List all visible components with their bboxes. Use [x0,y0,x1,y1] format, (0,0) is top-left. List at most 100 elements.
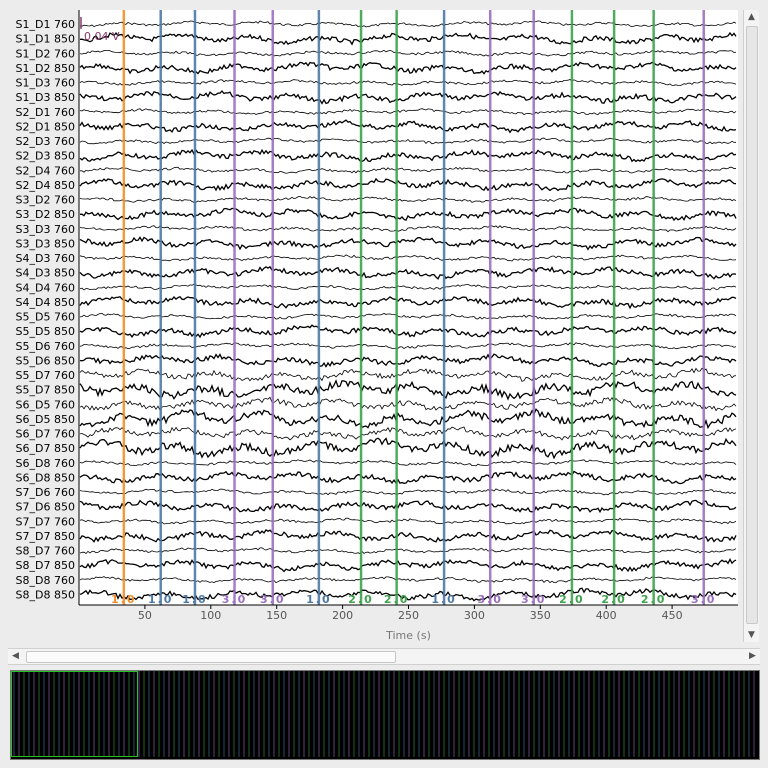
horizontal-scrollbar[interactable]: ◀ ▶ [8,648,760,665]
channel-label[interactable]: S1_D3 760 [16,77,75,90]
channel-label[interactable]: S7_D7 850 [16,530,75,543]
annotation-label: 3.0 [260,593,286,606]
trace-S2_D4-850 [79,177,737,192]
channel-label[interactable]: S5_D5 760 [16,311,75,324]
channel-label[interactable]: S4_D3 850 [16,267,75,280]
trace-S5_D7-760 [79,367,737,382]
channel-label[interactable]: S5_D5 850 [16,325,75,338]
trace-S6_D8-850 [79,470,737,485]
x-tick-label: 250 [398,609,419,622]
scroll-right-icon[interactable]: ▶ [749,651,756,661]
channel-label[interactable]: S5_D6 760 [16,340,75,353]
channel-label[interactable]: S6_D5 760 [16,398,75,411]
annotation-label: 1.0 [111,593,137,606]
scroll-up-icon[interactable]: ▲ [748,12,755,22]
trace-S2_D1-850 [79,119,737,134]
vertical-scroll-thumb[interactable] [746,26,758,624]
trace-S6_D7-850 [79,437,737,460]
channel-label[interactable]: S8_D7 850 [16,559,75,572]
trace-S2_D3-850 [79,148,737,163]
channel-label[interactable]: S2_D4 760 [16,164,75,177]
channel-label[interactable]: S3_D3 850 [16,237,75,250]
trace-S1_D3-760 [79,79,737,87]
trace-S8_D7-850 [79,557,737,573]
trace-S1_D2-850 [79,61,737,75]
plot-area[interactable] [79,10,738,605]
annotation-label: 1.0 [306,593,332,606]
trace-S1_D1-760 [79,20,737,28]
scroll-left-icon[interactable]: ◀ [12,651,19,661]
channel-label[interactable]: S6_D7 850 [16,442,75,455]
channel-label[interactable]: S6_D5 850 [16,413,75,426]
annotation-label: 1.0 [148,593,174,606]
trace-S3_D2-760 [79,195,737,203]
scroll-down-icon[interactable]: ▼ [748,630,755,640]
channel-label[interactable]: S4_D3 760 [16,252,75,265]
trace-S7_D6-760 [79,488,737,496]
channel-label[interactable]: S5_D7 850 [16,384,75,397]
channel-label[interactable]: S2_D1 850 [16,120,75,133]
annotation-label: 3.0 [222,593,248,606]
channel-label[interactable]: S5_D7 760 [16,369,75,382]
trace-S6_D7-760 [79,426,737,441]
trace-S4_D4-760 [79,283,737,291]
channel-label[interactable]: S2_D3 850 [16,150,75,163]
channel-label[interactable]: S1_D3 850 [16,91,75,104]
trace-S7_D7-850 [79,529,737,543]
channel-label[interactable]: S1_D2 850 [16,62,75,75]
annotation-label: 2.0 [559,593,585,606]
x-tick-label: 300 [464,609,485,622]
signal-plot-panel[interactable]: S1_D1 760 S1_D1 850 S1_D2 760 S1_D2 850 S1_D… [0,0,768,648]
channel-label[interactable]: S8_D8 760 [16,574,75,587]
channel-label[interactable]: S6_D7 760 [16,428,75,441]
channel-label[interactable]: S4_D4 850 [16,296,75,309]
annotation-label: 1.0 [431,593,457,606]
channel-label[interactable]: S7_D6 850 [16,501,75,514]
horizontal-scroll-thumb[interactable] [26,651,396,663]
channel-label[interactable]: S8_D7 760 [16,545,75,558]
channel-label[interactable]: S1_D1 850 [16,33,75,46]
x-tick-label: 100 [200,609,221,622]
overview-bar[interactable] [10,670,760,760]
annotation-label: 2.0 [641,593,667,606]
channel-label[interactable]: S3_D3 760 [16,223,75,236]
scale-label: 0.04 V [84,30,120,43]
trace-S3_D2-850 [79,207,737,222]
channel-label[interactable]: S2_D4 850 [16,179,75,192]
channel-label[interactable]: S7_D7 760 [16,515,75,528]
channel-label[interactable]: S2_D1 760 [16,106,75,119]
vertical-scrollbar[interactable]: ▲ ▼ [743,10,759,642]
trace-S5_D5-760 [79,312,737,320]
channel-label[interactable]: S7_D6 760 [16,486,75,499]
x-tick-label: 400 [596,609,617,622]
channel-label[interactable]: S3_D2 850 [16,208,75,221]
channel-label[interactable]: S6_D8 850 [16,471,75,484]
overview-viewport-box[interactable] [11,671,138,757]
channel-label[interactable]: S2_D3 760 [16,135,75,148]
trace-S1_D3-850 [79,90,737,105]
trace-S3_D3-760 [79,225,737,233]
annotation-label: 2.0 [348,593,374,606]
trace-S8_D7-760 [79,547,737,555]
trace-S5_D6-850 [79,353,737,368]
channel-label[interactable]: S4_D4 760 [16,281,75,294]
trace-S7_D7-760 [79,517,737,525]
trace-S4_D3-760 [79,254,737,262]
x-tick-label: 350 [530,609,551,622]
channel-label[interactable]: S3_D2 760 [16,194,75,207]
trace-S5_D7-850 [79,379,737,401]
trace-S1_D2-760 [79,49,737,57]
trace-S6_D5-760 [79,396,737,412]
channel-label[interactable]: S8_D8 850 [16,588,75,601]
channel-label[interactable]: S6_D8 760 [16,457,75,470]
overview-annotation-markers [13,671,755,757]
trace-S4_D4-850 [79,296,737,310]
channel-label[interactable]: S1_D1 760 [16,18,75,31]
trace-S5_D6-760 [79,342,737,350]
annotation-label: 3.0 [477,593,503,606]
trace-S4_D3-850 [79,265,737,280]
channel-label[interactable]: S5_D6 850 [16,354,75,367]
trace-S6_D8-760 [79,459,737,467]
channel-label[interactable]: S1_D2 760 [16,47,75,60]
